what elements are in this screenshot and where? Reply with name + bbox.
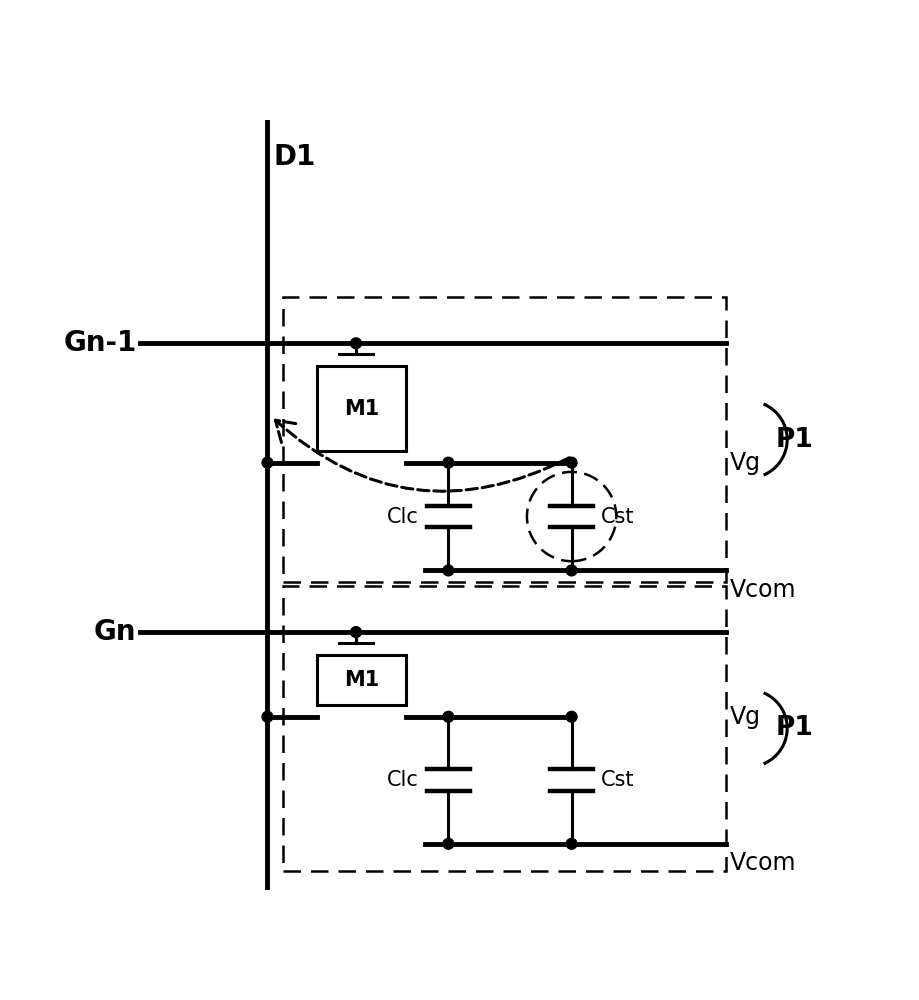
Bar <box>282 586 725 871</box>
Text: M1: M1 <box>344 670 379 690</box>
Text: Cst: Cst <box>600 770 634 790</box>
Text: D1: D1 <box>273 143 315 171</box>
Text: Vg: Vg <box>729 705 760 729</box>
Text: Vcom: Vcom <box>729 852 795 876</box>
Circle shape <box>443 711 453 722</box>
Circle shape <box>262 711 273 722</box>
FancyArrowPatch shape <box>275 420 569 491</box>
Circle shape <box>350 627 361 637</box>
Text: Gn: Gn <box>94 618 136 646</box>
Text: P1: P1 <box>775 715 812 741</box>
Circle shape <box>565 711 576 722</box>
Bar <box>317 655 405 705</box>
Circle shape <box>565 838 576 849</box>
Text: Clc: Clc <box>387 507 419 527</box>
Circle shape <box>262 457 273 468</box>
Text: P1: P1 <box>775 427 812 453</box>
Text: Cst: Cst <box>600 507 634 527</box>
Circle shape <box>443 838 453 849</box>
Text: Vcom: Vcom <box>729 578 795 602</box>
Text: Gn-1: Gn-1 <box>63 329 136 357</box>
Text: Clc: Clc <box>387 770 419 790</box>
Text: M1: M1 <box>344 399 379 419</box>
Bar <box>317 366 405 451</box>
Circle shape <box>443 565 453 576</box>
Circle shape <box>565 457 576 468</box>
Circle shape <box>350 338 361 349</box>
Circle shape <box>443 457 453 468</box>
Text: Vg: Vg <box>729 451 760 475</box>
Bar <box>282 297 725 582</box>
Circle shape <box>565 565 576 576</box>
